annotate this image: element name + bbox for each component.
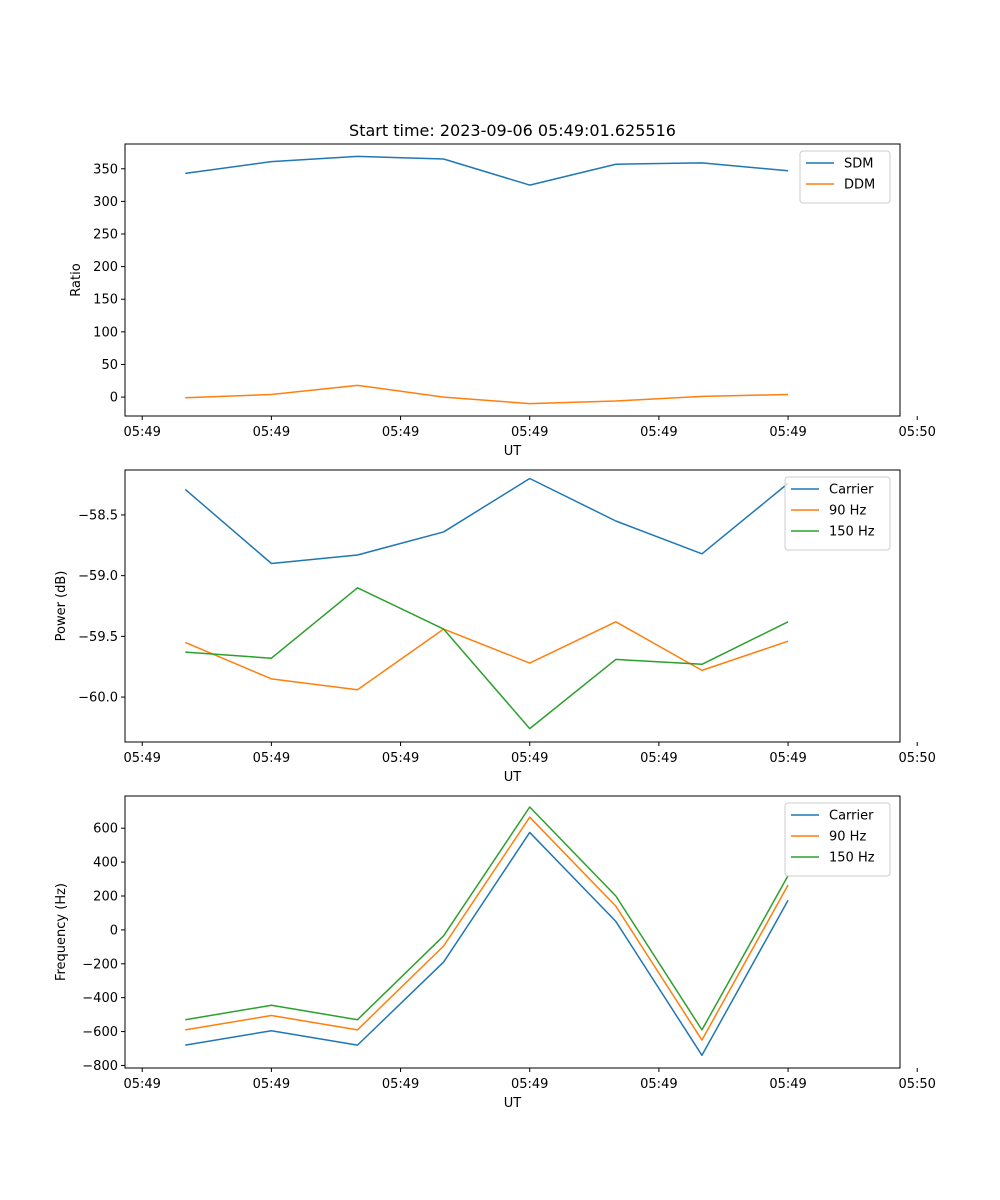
x-tick-label: 05:49	[123, 751, 160, 766]
x-tick-label: 05:49	[253, 1077, 290, 1092]
x-tick-label: 05:49	[511, 751, 548, 766]
legend: SDM DDM	[799, 150, 891, 204]
y-axis-label: Ratio	[69, 263, 84, 296]
x-axis-label: UT	[504, 444, 522, 459]
panel-1: Start time: 2023-09-06 05:49:01.62551605…	[69, 121, 936, 459]
series-line-carrier	[184, 477, 789, 565]
y-tick-label: 100	[93, 325, 118, 340]
legend: Carrier 90 Hz 150 Hz	[784, 476, 891, 551]
y-tick-label: 600	[93, 822, 118, 837]
legend-label: 150 Hz	[829, 525, 875, 540]
y-tick-label: 200	[93, 260, 118, 275]
x-tick-label: 05:49	[253, 751, 290, 766]
series-line-90-hz	[185, 816, 789, 1041]
y-tick-label: 50	[101, 358, 118, 373]
x-tick-label: 05:49	[769, 425, 806, 440]
y-tick-label: −60.0	[78, 691, 118, 706]
x-tick-label: 05:49	[123, 1077, 160, 1092]
x-tick-label: 05:49	[769, 751, 806, 766]
legend-label: Carrier	[829, 809, 874, 824]
x-tick-label: 05:49	[511, 425, 548, 440]
axes-frame	[124, 143, 901, 417]
series-line-150-hz	[185, 806, 789, 1031]
x-tick-label: 05:49	[382, 1077, 419, 1092]
legend: Carrier 90 Hz 150 Hz	[784, 802, 891, 877]
y-tick-label: −400	[82, 991, 118, 1006]
y-tick-label: 200	[93, 889, 118, 904]
y-axis-label: Power (dB)	[54, 571, 69, 642]
x-tick-label: 05:49	[640, 751, 677, 766]
legend-label: Carrier	[829, 483, 874, 498]
legend-label: SDM	[844, 157, 873, 172]
x-tick-label: 05:49	[123, 425, 160, 440]
legend-label: 90 Hz	[829, 504, 866, 519]
axes-frame	[124, 469, 901, 743]
y-tick-label: 0	[110, 391, 118, 406]
chart-title: Start time: 2023-09-06 05:49:01.625516	[349, 121, 676, 140]
y-tick-label: −59.0	[78, 569, 118, 584]
x-tick-label: 05:49	[511, 1077, 548, 1092]
y-tick-label: −59.5	[78, 630, 118, 645]
x-tick-label: 05:49	[382, 751, 419, 766]
series-line-sdm	[185, 155, 789, 186]
y-tick-label: 0	[110, 923, 118, 938]
y-tick-label: 350	[93, 162, 118, 177]
legend-label: 90 Hz	[829, 830, 866, 845]
x-axis-label: UT	[504, 770, 522, 785]
legend-box	[799, 150, 891, 204]
x-tick-label: 05:50	[898, 425, 935, 440]
series-line-150-hz	[185, 587, 789, 730]
series-line-carrier	[185, 831, 789, 1057]
y-tick-label: 150	[93, 293, 118, 308]
x-tick-label: 05:49	[640, 425, 677, 440]
legend-label: DDM	[844, 178, 875, 193]
series-line-ddm	[185, 384, 789, 405]
y-tick-label: 400	[93, 856, 118, 871]
panel-3: −800 −600 −400 −200 0 200 400 600 05:49 05:49 05:4…	[54, 795, 936, 1111]
axes-frame	[124, 795, 901, 1069]
series-line-90-hz	[184, 621, 789, 691]
x-tick-label: 05:49	[253, 425, 290, 440]
y-tick-label: −58.5	[78, 508, 118, 523]
y-tick-label: 250	[93, 228, 118, 243]
panel-2: −60.0 −59.5 −59.0 −58.5 05:49 05:49 05:49 05:49…	[54, 469, 936, 785]
y-tick-label: 300	[93, 195, 118, 210]
y-tick-label: −600	[82, 1025, 118, 1040]
x-tick-label: 05:49	[382, 425, 419, 440]
y-tick-label: −200	[82, 957, 118, 972]
x-tick-label: 05:49	[640, 1077, 677, 1092]
x-axis-label: UT	[504, 1096, 522, 1111]
legend-label: 150 Hz	[829, 851, 875, 866]
y-axis-label: Frequency (Hz)	[54, 883, 69, 981]
x-tick-label: 05:49	[769, 1077, 806, 1092]
y-tick-label: −800	[82, 1059, 118, 1074]
x-tick-label: 05:50	[898, 751, 935, 766]
x-tick-label: 05:50	[898, 1077, 935, 1092]
